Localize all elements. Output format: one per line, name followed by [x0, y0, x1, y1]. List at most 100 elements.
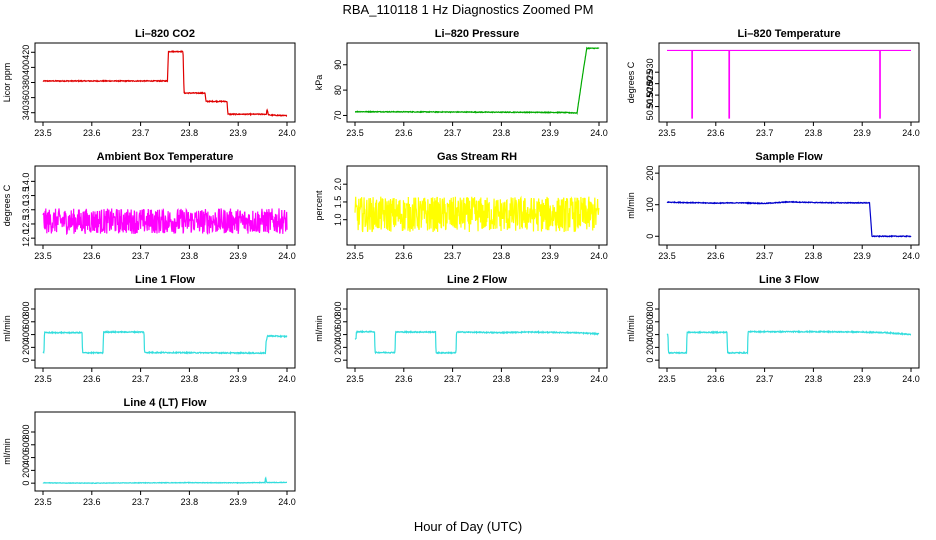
plot-frame	[658, 42, 920, 123]
y-tick-label: 2.0	[333, 178, 343, 191]
x-tick-label: 23.8	[805, 251, 823, 261]
x-tick-label: 23.8	[493, 374, 511, 384]
x-tick-label: 23.9	[541, 374, 559, 384]
y-tick-label: 80	[333, 85, 343, 95]
chart-panel-7: Line 1 Flow 23.5 23.6 23.7 23.8 23.9 24.0 0 2004…	[2, 274, 296, 384]
y-tick-label: 0	[21, 358, 31, 363]
series-line	[42, 49, 288, 117]
x-tick-label: 23.7	[132, 128, 150, 138]
plot-frame	[658, 165, 920, 246]
x-tick-label: 24.0	[278, 497, 296, 507]
x-tick-label: 23.7	[132, 497, 150, 507]
chart-panel-2: Li–820 Pressure 23.5 23.6 23.7 23.8 23.9 24.0 7…	[314, 28, 608, 138]
x-tick-label: 23.6	[395, 374, 413, 384]
y-tick-label: 200	[333, 340, 343, 355]
y-tick-label: 800	[21, 424, 31, 439]
y-tick-label: 200	[21, 340, 31, 355]
y-tick-label: 400	[21, 60, 31, 75]
chart-panel-5: Gas Stream RH 23.5 23.6 23.7 23.8 23.9 24.0 1.0…	[314, 151, 608, 261]
x-tick-label: 23.5	[346, 251, 364, 261]
y-tick-label: 12.0	[21, 229, 31, 247]
x-tick-label: 24.0	[278, 374, 296, 384]
panel-title: Line 4 (LT) Flow	[124, 397, 207, 409]
x-tick-label: 23.7	[444, 128, 462, 138]
y-tick-label: 100	[645, 197, 655, 212]
panel-title: Sample Flow	[755, 151, 823, 163]
x-tick-label: 23.5	[658, 251, 676, 261]
chart-panel-10: Line 4 (LT) Flow 23.5 23.6 23.7 23.8 23.9 24.0…	[2, 397, 296, 507]
x-tick-label: 23.5	[658, 128, 676, 138]
x-tick-label: 24.0	[278, 128, 296, 138]
x-tick-label: 23.9	[229, 128, 247, 138]
y-tick-label: 800	[21, 301, 31, 316]
x-tick-label: 23.9	[853, 128, 871, 138]
y-tick-label: 400	[21, 327, 31, 342]
x-tick-label: 23.7	[132, 251, 150, 261]
y-tick-label: 12.5	[21, 215, 31, 233]
series-line	[42, 207, 288, 236]
x-tick-label: 23.8	[181, 374, 199, 384]
y-tick-label: 13.5	[21, 187, 31, 205]
x-tick-label: 23.7	[132, 374, 150, 384]
x-tick-label: 24.0	[902, 374, 920, 384]
y-tick-label: 0	[645, 358, 655, 363]
panel-grid: Li–820 CO2 23.5 23.6 23.7 23.8 23.9 24.0 340360…	[2, 28, 920, 507]
x-tick-label: 23.6	[707, 251, 725, 261]
x-tick-label: 23.9	[853, 251, 871, 261]
y-tick-label: 340	[21, 105, 31, 120]
series-line	[354, 329, 600, 355]
y-tick-label: 50.915	[645, 93, 655, 121]
x-tick-label: 23.6	[83, 497, 101, 507]
y-tick-label: 600	[21, 314, 31, 329]
y-tick-label: 600	[645, 314, 655, 329]
plot-frame	[658, 288, 920, 369]
panel-title: Line 1 Flow	[135, 274, 195, 286]
chart-panel-8: Line 2 Flow 23.5 23.6 23.7 23.8 23.9 24.0 0 2004…	[314, 274, 608, 384]
x-tick-label: 23.8	[181, 497, 199, 507]
figure-title: RBA_110118 1 Hz Diagnostics Zoomed PM	[343, 2, 594, 17]
x-tick-label: 23.8	[181, 128, 199, 138]
y-axis-label: degrees C	[2, 184, 12, 226]
plot-frame	[346, 42, 608, 123]
y-axis-label: kPa	[314, 75, 324, 91]
series-line	[354, 46, 600, 115]
x-tick-label: 23.9	[229, 251, 247, 261]
panel-title: Gas Stream RH	[437, 151, 517, 163]
series-line	[42, 476, 288, 485]
plot-frame	[346, 165, 608, 246]
y-tick-label: 400	[645, 327, 655, 342]
y-tick-label: 90	[333, 60, 343, 70]
x-tick-label: 23.6	[83, 128, 101, 138]
chart-panel-4: Ambient Box Temperature 23.5 23.6 23.7 23.8 2…	[2, 151, 296, 261]
x-tick-label: 23.8	[493, 128, 511, 138]
x-tick-label: 23.6	[83, 251, 101, 261]
y-tick-label: 0	[645, 234, 655, 239]
x-tick-label: 23.5	[346, 374, 364, 384]
series-line	[42, 330, 288, 355]
series-line	[354, 195, 600, 233]
y-tick-label: 600	[333, 314, 343, 329]
y-tick-label: 800	[333, 301, 343, 316]
y-axis-label: percent	[314, 190, 324, 221]
y-tick-label: 200	[21, 463, 31, 478]
shared-x-axis-label: Hour of Day (UTC)	[414, 519, 522, 534]
y-axis-label: ml/min	[2, 438, 12, 465]
x-tick-label: 23.5	[34, 374, 52, 384]
x-tick-label: 23.7	[756, 374, 774, 384]
x-tick-label: 23.9	[229, 497, 247, 507]
chart-panel-6: Sample Flow 23.5 23.6 23.7 23.8 23.9 24.0 0 100 2…	[626, 151, 920, 261]
x-tick-label: 23.5	[346, 128, 364, 138]
x-tick-label: 24.0	[590, 251, 608, 261]
chart-panel-3: Li–820 Temperature 23.5 23.6 23.7 23.8 23.9 24…	[626, 28, 920, 138]
y-tick-label: 800	[645, 301, 655, 316]
x-tick-label: 23.5	[658, 374, 676, 384]
chart-panel-9: Line 3 Flow 23.5 23.6 23.7 23.8 23.9 24.0 0 2004…	[626, 274, 920, 384]
y-axis-label: ml/min	[2, 315, 12, 342]
y-tick-label: 200	[645, 340, 655, 355]
x-tick-label: 23.7	[756, 128, 774, 138]
x-tick-label: 23.8	[805, 128, 823, 138]
x-tick-label: 23.6	[395, 251, 413, 261]
panel-title: Line 2 Flow	[447, 274, 507, 286]
y-axis-label: degrees C	[626, 61, 636, 103]
